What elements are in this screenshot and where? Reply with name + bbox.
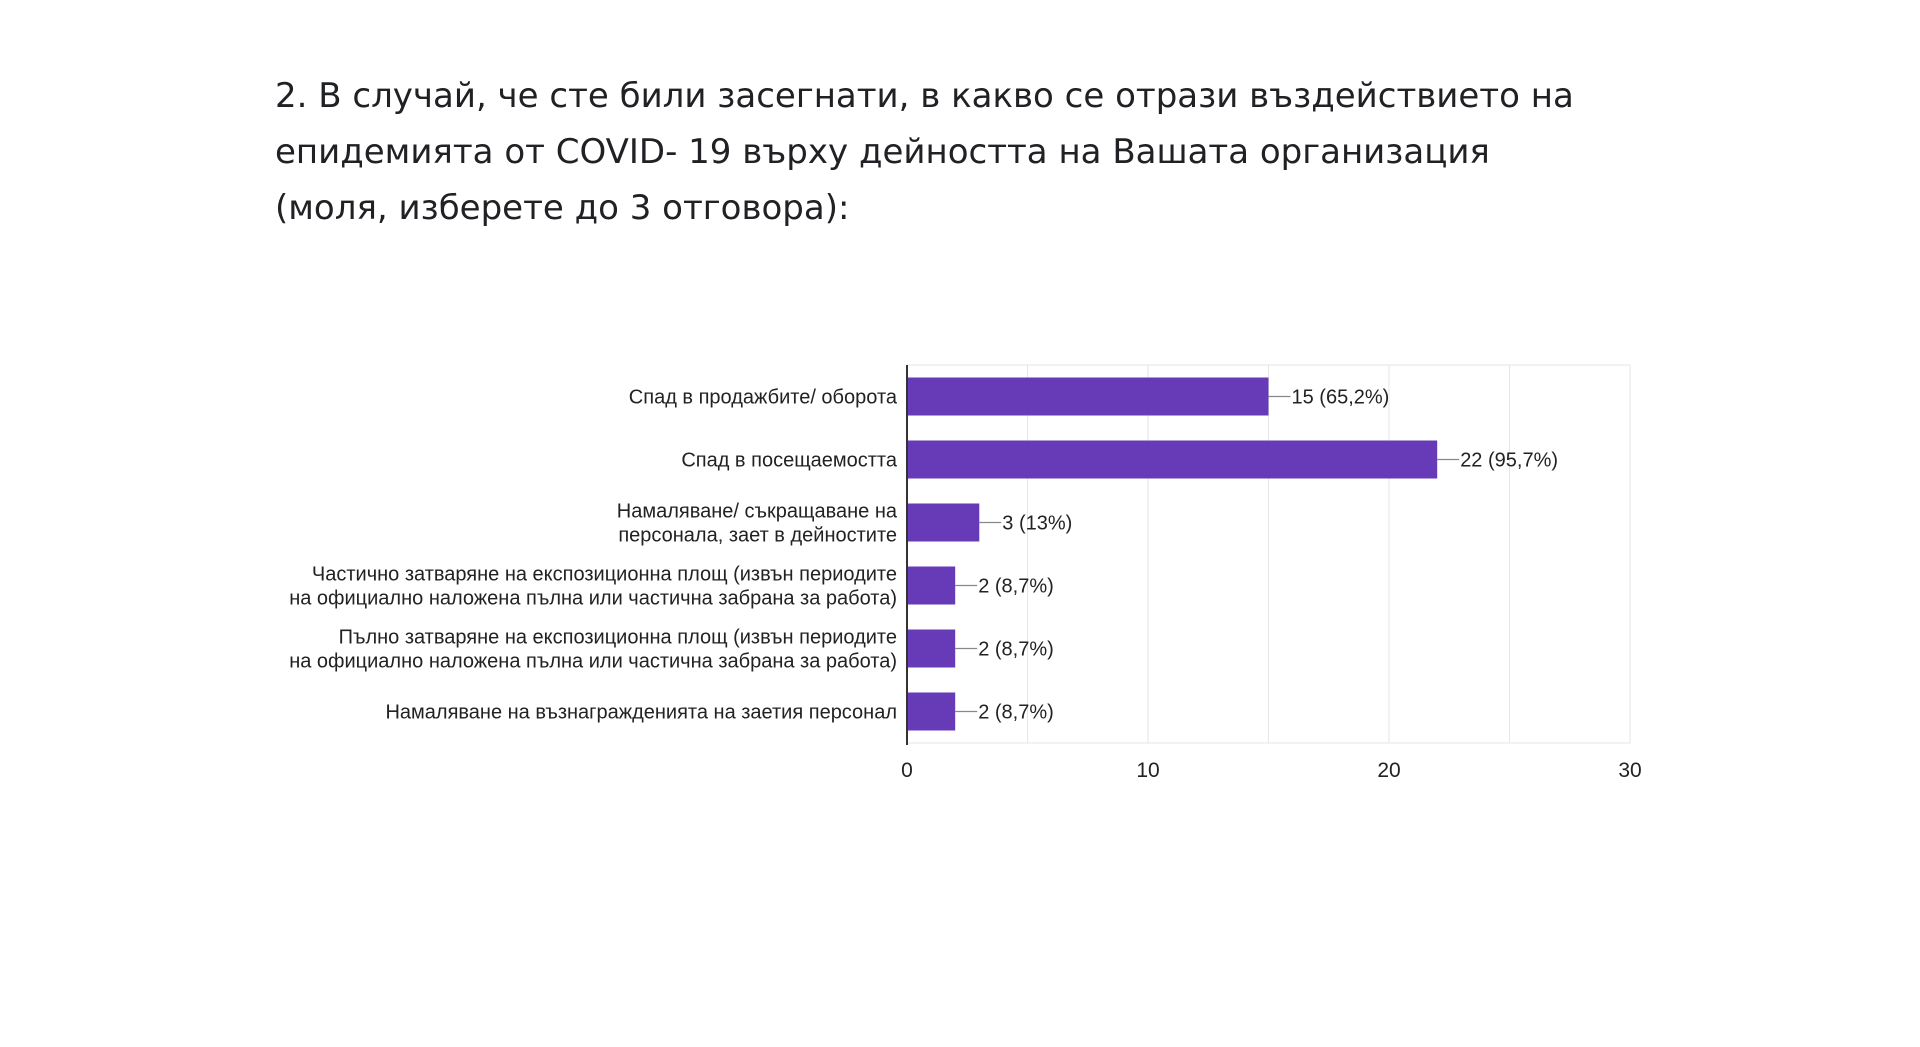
category-label: персонала, зает в дейностите: [618, 525, 897, 547]
category-label: Намаляване на възнагражденията на заетия…: [385, 702, 897, 724]
bar: [907, 377, 1269, 416]
bar: [907, 566, 956, 605]
x-tick-label: 0: [901, 759, 913, 782]
x-tick-label: 30: [1618, 759, 1641, 782]
data-label: 2 (8,7%): [978, 639, 1054, 661]
data-label: 3 (13%): [1002, 513, 1072, 535]
x-tick-label: 20: [1377, 759, 1400, 782]
question-title-line: епидемията от COVID- 19 върху дейността …: [275, 132, 1490, 172]
bar: [907, 503, 980, 542]
data-label: 2 (8,7%): [978, 576, 1054, 598]
category-label: Намаляване/ съкращаване на: [617, 501, 898, 523]
question-title-line: 2. В случай, че сте били засегнати, в ка…: [275, 76, 1574, 116]
category-label: Спад в посещаемостта: [681, 450, 898, 472]
question-title-line: (моля, изберете до 3 отговора):: [275, 188, 850, 228]
category-label: на официално наложена пълна или частична…: [289, 588, 897, 610]
x-tick-label: 10: [1136, 759, 1159, 782]
bar: [907, 629, 956, 668]
category-label: Частично затваряне на експозиционна площ…: [312, 564, 897, 586]
data-label: 22 (95,7%): [1460, 450, 1558, 472]
bar: [907, 440, 1438, 479]
category-label: Пълно затваряне на експозиционна площ (и…: [339, 627, 897, 649]
category-label: Спад в продажбите/ оборота: [629, 387, 898, 409]
data-label: 2 (8,7%): [978, 702, 1054, 724]
question-title: 2. В случай, че сте били засегнати, в ка…: [275, 68, 1655, 236]
category-label: на официално наложена пълна или частична…: [289, 651, 897, 673]
bar: [907, 692, 956, 731]
data-label: 15 (65,2%): [1292, 387, 1390, 409]
